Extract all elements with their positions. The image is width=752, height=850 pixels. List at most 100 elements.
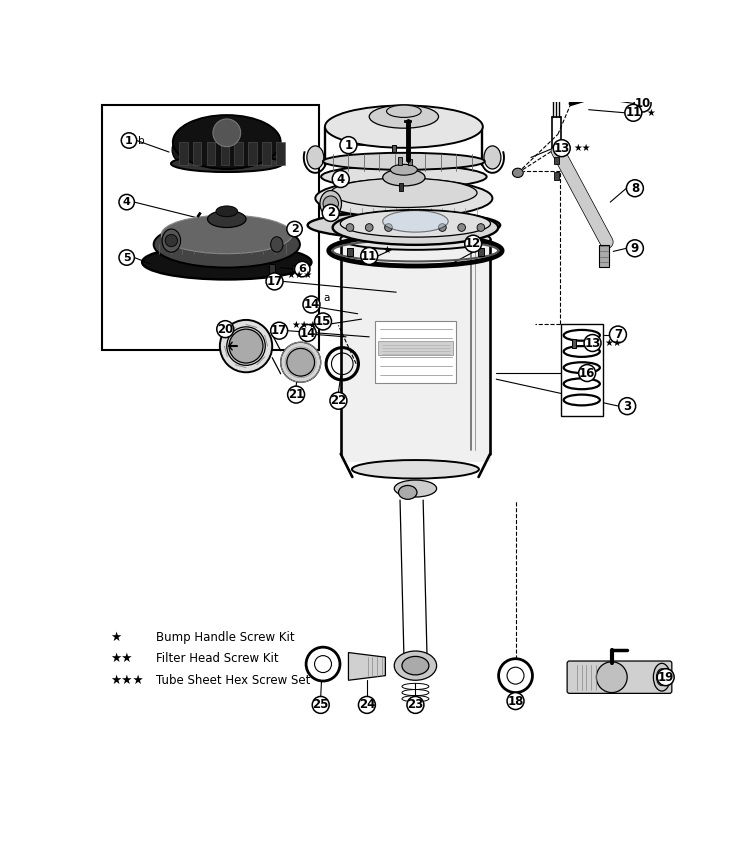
Bar [408, 159, 411, 165]
Bar [561, 324, 603, 416]
Text: 2: 2 [326, 207, 335, 219]
Text: 1: 1 [344, 139, 353, 151]
Bar [341, 235, 491, 462]
Bar [554, 156, 559, 164]
Ellipse shape [320, 190, 341, 217]
Text: 17: 17 [271, 324, 287, 337]
Circle shape [634, 95, 651, 112]
Ellipse shape [484, 146, 501, 169]
Ellipse shape [512, 168, 523, 178]
Circle shape [332, 171, 349, 188]
Text: 14: 14 [299, 326, 316, 339]
Ellipse shape [323, 153, 485, 170]
Circle shape [295, 262, 310, 277]
Text: 14: 14 [303, 298, 320, 311]
Circle shape [340, 137, 357, 154]
Bar [375, 321, 456, 383]
Ellipse shape [331, 178, 477, 207]
Circle shape [287, 348, 314, 376]
Text: 8: 8 [631, 182, 639, 195]
Text: 16: 16 [579, 366, 596, 380]
Circle shape [596, 662, 627, 693]
Text: 11: 11 [361, 250, 378, 263]
Text: 15: 15 [315, 315, 331, 328]
Bar [193, 142, 202, 165]
Text: 10: 10 [635, 97, 650, 110]
Circle shape [287, 221, 302, 237]
Polygon shape [348, 653, 385, 680]
Bar [235, 142, 243, 165]
Ellipse shape [387, 105, 421, 117]
Circle shape [213, 119, 241, 147]
Bar [276, 142, 284, 165]
Circle shape [365, 224, 373, 231]
FancyArrowPatch shape [558, 150, 607, 242]
Circle shape [584, 335, 601, 352]
Text: 24: 24 [359, 699, 375, 711]
Text: 7: 7 [614, 328, 622, 341]
Circle shape [229, 329, 263, 363]
Bar [399, 183, 403, 190]
Circle shape [323, 204, 339, 221]
Ellipse shape [325, 105, 483, 148]
Circle shape [303, 296, 320, 313]
Ellipse shape [162, 229, 180, 252]
Text: 2: 2 [291, 224, 299, 234]
Text: b: b [319, 322, 326, 332]
Text: 1: 1 [125, 135, 133, 145]
Circle shape [507, 693, 524, 710]
FancyArrowPatch shape [558, 150, 607, 242]
Circle shape [579, 365, 596, 382]
Text: 4: 4 [123, 197, 131, 207]
Circle shape [266, 273, 283, 290]
Text: 13: 13 [553, 142, 570, 155]
Text: 13: 13 [584, 337, 601, 349]
Bar [293, 265, 302, 271]
Bar [248, 142, 257, 165]
Circle shape [287, 386, 305, 403]
Text: 17: 17 [266, 275, 283, 288]
Ellipse shape [142, 245, 311, 280]
Text: b: b [138, 135, 145, 145]
Ellipse shape [390, 164, 417, 175]
Circle shape [438, 224, 446, 231]
Text: ★: ★ [382, 245, 391, 255]
Bar [599, 245, 608, 267]
Ellipse shape [216, 206, 238, 217]
Ellipse shape [383, 169, 425, 186]
Text: 6: 6 [299, 264, 306, 274]
Ellipse shape [280, 343, 320, 382]
Ellipse shape [341, 210, 490, 237]
Text: 18: 18 [508, 694, 523, 707]
Ellipse shape [315, 179, 493, 218]
Circle shape [507, 667, 524, 684]
Circle shape [121, 133, 137, 148]
Bar [220, 142, 229, 165]
Circle shape [458, 224, 465, 231]
Text: Bump Handle Screw Kit: Bump Handle Screw Kit [156, 631, 295, 643]
Circle shape [119, 195, 135, 210]
Text: Filter Head Screw Kit: Filter Head Screw Kit [156, 652, 278, 666]
Circle shape [217, 320, 234, 337]
Circle shape [346, 224, 354, 231]
Text: ★★: ★★ [604, 338, 622, 348]
Bar [347, 248, 353, 256]
Text: ★★★: ★★★ [287, 270, 313, 280]
Bar [398, 157, 402, 165]
Ellipse shape [271, 237, 283, 252]
Circle shape [619, 398, 635, 415]
Circle shape [553, 139, 570, 156]
Ellipse shape [307, 146, 324, 169]
Bar [393, 145, 396, 152]
FancyBboxPatch shape [567, 661, 672, 694]
Text: 22: 22 [330, 394, 347, 407]
Ellipse shape [173, 115, 280, 169]
Circle shape [477, 224, 485, 231]
Text: 12: 12 [465, 237, 481, 250]
Ellipse shape [172, 139, 189, 162]
Circle shape [314, 655, 332, 672]
Circle shape [119, 250, 135, 265]
Circle shape [330, 393, 347, 409]
Circle shape [271, 322, 287, 339]
Ellipse shape [394, 651, 437, 680]
